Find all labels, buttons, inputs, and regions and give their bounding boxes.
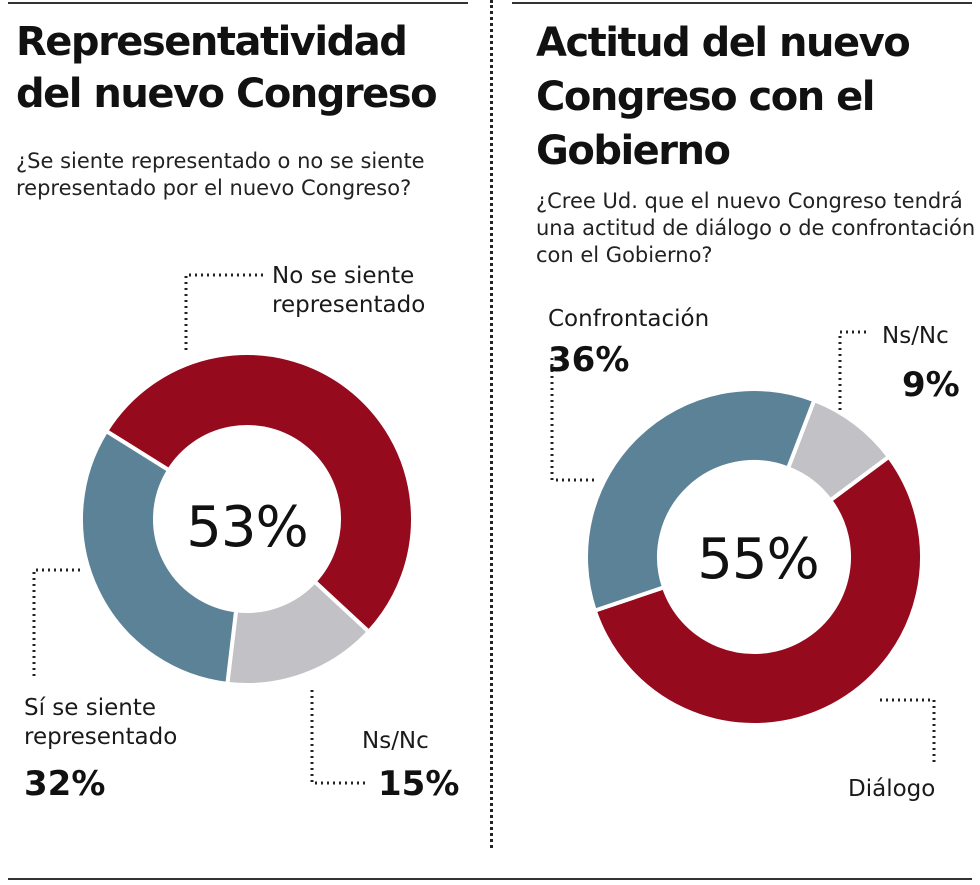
label-nsnc-right: Ns/Nc xyxy=(882,323,949,349)
donut-slice-diálogo xyxy=(592,454,924,727)
column-divider xyxy=(490,0,493,848)
center-percent: 55% xyxy=(697,527,818,592)
top-rule-right xyxy=(512,2,972,4)
label-dialogo: Diálogo xyxy=(848,776,936,802)
value-si-representado: 32% xyxy=(24,764,106,804)
question-actitud: ¿Cree Ud. que el nuevo Congreso tendrá u… xyxy=(536,189,976,267)
leader-line-no-representado xyxy=(184,273,266,350)
chart-title-actitud: Actitud del nuevo Congreso con el Gobier… xyxy=(536,20,911,174)
label-nsnc-left: Ns/Nc xyxy=(362,728,429,754)
donut-slice-confrontación xyxy=(584,387,817,614)
bottom-rule xyxy=(8,878,972,880)
value-nsnc-right: 9% xyxy=(902,365,960,405)
donut-slice-no-se-siente-representado xyxy=(103,351,415,635)
value-confrontacion: 36% xyxy=(548,340,630,380)
label-no-representado: No se siente representado xyxy=(272,263,426,318)
center-percent: 53% xyxy=(186,495,307,560)
question-representatividad: ¿Se siente representado o no se siente r… xyxy=(16,149,425,200)
leader-line-dialogo xyxy=(880,698,936,762)
value-nsnc-left: 15% xyxy=(378,764,460,804)
top-rule-left xyxy=(8,2,468,4)
label-confrontacion: Confrontación xyxy=(548,306,710,332)
chart-title-representatividad: Representatividad del nuevo Congreso xyxy=(16,19,438,117)
leader-line-nsnc xyxy=(838,330,866,410)
label-si-representado: Sí se siente representado xyxy=(24,695,178,750)
donut-slice-sí-se-siente-representado xyxy=(79,428,239,687)
leader-line-nsnc xyxy=(310,690,366,785)
leader-line-confrontacion xyxy=(550,358,596,482)
